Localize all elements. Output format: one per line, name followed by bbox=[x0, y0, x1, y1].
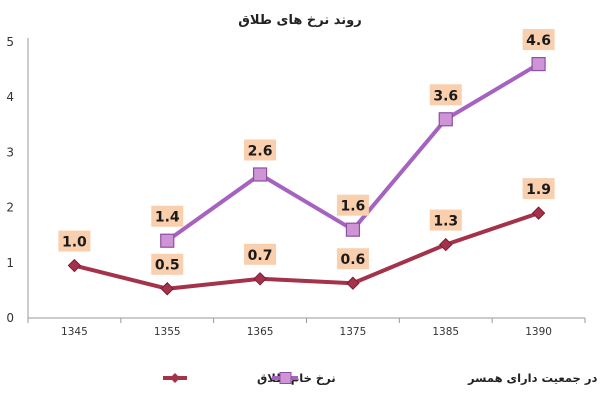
y-tick-label: 5 bbox=[6, 35, 14, 49]
data-label-bg bbox=[244, 139, 277, 161]
y-tick-label: 4 bbox=[6, 90, 14, 104]
x-tick-label: 1345 bbox=[61, 326, 88, 338]
y-tick-label: 0 bbox=[6, 311, 14, 325]
data-label: 1.4 bbox=[155, 210, 180, 226]
data-label-bg bbox=[244, 243, 277, 265]
legend-swatch-marker bbox=[279, 372, 292, 384]
data-label-bg bbox=[429, 209, 462, 231]
series-1-marker bbox=[253, 272, 267, 286]
data-label: 2.6 bbox=[248, 143, 273, 159]
series-2-marker bbox=[252, 167, 268, 182]
data-label-bg bbox=[522, 178, 555, 200]
series-2-marker bbox=[531, 56, 546, 72]
legend-label: نرخ طلاق در جمعیت دارای همسر bbox=[467, 371, 600, 385]
data-label: 0.6 bbox=[341, 252, 366, 268]
chart-title: روند نرخ های طلاق bbox=[238, 13, 361, 28]
data-labels: 1.0 0.5 0.7 0.6 1.3 1.9 1.4 2.6 1.6 3.6 4.6 bbox=[58, 29, 555, 275]
y-tick-label: 3 bbox=[6, 145, 14, 159]
series-1-marker bbox=[346, 276, 360, 290]
legend-swatch-marker bbox=[170, 373, 180, 383]
data-label: 3.6 bbox=[433, 88, 458, 104]
y-tick-label: 1 bbox=[6, 256, 14, 270]
series-2-marker bbox=[345, 222, 361, 237]
series-1-marker bbox=[67, 258, 82, 273]
series-1-marker bbox=[531, 206, 546, 220]
data-label: 0.5 bbox=[155, 258, 180, 274]
data-label-bg bbox=[58, 230, 91, 252]
axes: 0 1 2 3 4 5 1345 1355 1365 1375 1385 1390 bbox=[6, 35, 586, 338]
data-label: 1.9 bbox=[526, 182, 551, 198]
series-line-1 bbox=[73, 211, 540, 291]
series-lines bbox=[73, 62, 540, 291]
x-tick-label: 1365 bbox=[247, 326, 274, 338]
data-label: 1.3 bbox=[433, 214, 458, 230]
data-label: 1.0 bbox=[62, 235, 87, 251]
series-1-marker bbox=[160, 282, 174, 296]
data-label: 1.6 bbox=[341, 199, 366, 215]
x-tick-label: 1390 bbox=[525, 326, 552, 338]
x-tick-label: 1375 bbox=[340, 326, 367, 338]
series-2-marker bbox=[438, 112, 453, 127]
x-tick-label: 1355 bbox=[154, 326, 181, 338]
x-tick-label: 1385 bbox=[432, 326, 459, 338]
data-label-bg bbox=[429, 84, 462, 106]
data-label-bg bbox=[522, 29, 555, 51]
data-label: 0.7 bbox=[248, 248, 273, 264]
data-label-bg bbox=[151, 253, 184, 275]
series-2-marker bbox=[160, 233, 175, 248]
series-1-marker bbox=[439, 237, 453, 252]
legend: نرخ خام طلاقنرخ طلاق در جمعیت دارای همسر bbox=[163, 371, 600, 385]
data-label: 4.6 bbox=[526, 33, 551, 49]
data-label-bg bbox=[336, 248, 369, 270]
data-label-bg bbox=[336, 194, 369, 216]
markers bbox=[67, 56, 546, 296]
data-label-bg bbox=[151, 205, 184, 227]
y-tick-label: 2 bbox=[6, 201, 14, 215]
